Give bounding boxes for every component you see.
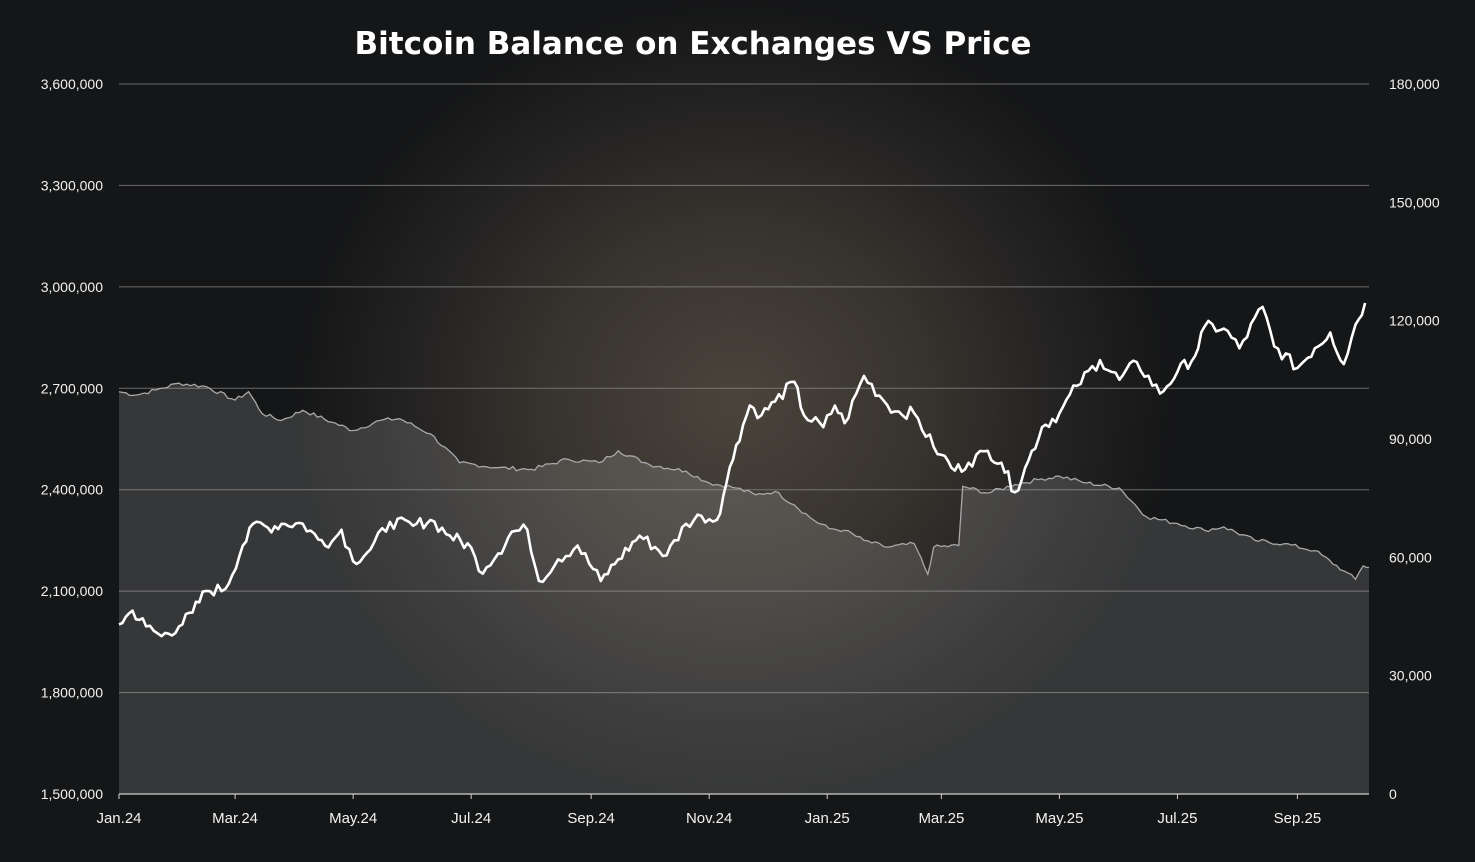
x-tick-label: Sep.25 — [1274, 810, 1322, 827]
x-tick-label: Jan.24 — [96, 810, 141, 827]
y-left-tick-label: 1,500,000 — [41, 786, 103, 802]
y-right-tick-label: 180,000 — [1389, 76, 1440, 92]
y-right-tick-label: 90,000 — [1389, 431, 1432, 447]
exchange-balance-line — [118, 382, 1370, 581]
x-tick-label: Jul.24 — [451, 810, 491, 827]
y-left-tick-label: 2,700,000 — [41, 380, 103, 396]
chart-title: Bitcoin Balance on Exchanges VS Price — [354, 26, 1032, 62]
exchange-balance-area — [119, 383, 1369, 794]
y-left-tick-label: 2,400,000 — [41, 482, 103, 498]
x-tick-label: May.25 — [1035, 810, 1083, 827]
y-left-tick-label: 3,300,000 — [41, 177, 103, 193]
x-tick-label: Jan.25 — [805, 810, 850, 827]
y-left-tick-label: 1,800,000 — [41, 685, 103, 701]
y-left-tick-label: 3,600,000 — [41, 76, 103, 92]
y-right-tick-label: 150,000 — [1389, 194, 1440, 210]
y-left-tick-label: 3,000,000 — [41, 279, 103, 295]
y-right-tick-label: 0 — [1389, 786, 1397, 802]
x-tick-label: Nov.24 — [686, 810, 732, 827]
price-line — [118, 302, 1367, 638]
y-right-tick-label: 30,000 — [1389, 668, 1432, 684]
y-right-tick-label: 120,000 — [1389, 313, 1440, 329]
x-tick-label: Mar.25 — [918, 810, 964, 827]
x-tick-label: May.24 — [329, 810, 377, 827]
y-left-tick-label: 2,100,000 — [41, 583, 103, 599]
x-tick-label: Mar.24 — [212, 810, 258, 827]
x-tick-label: Jul.25 — [1157, 810, 1197, 827]
x-tick-label: Sep.24 — [567, 810, 615, 827]
y-right-tick-label: 60,000 — [1389, 549, 1432, 565]
